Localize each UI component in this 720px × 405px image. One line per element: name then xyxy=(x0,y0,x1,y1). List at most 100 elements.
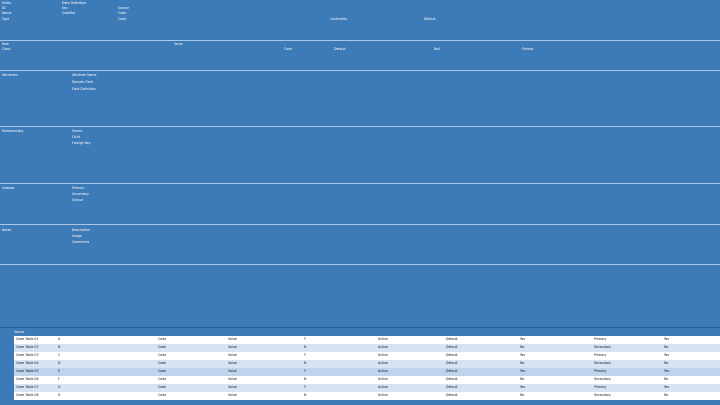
header-entity-label: Entity xyxy=(2,1,12,5)
header-class-label: Class xyxy=(2,47,11,51)
table-row: Code Table 04 D Code Value N Active Defa… xyxy=(14,360,720,368)
cell: H xyxy=(58,393,61,397)
cell: A xyxy=(58,337,61,341)
section-indexes-line-3: Unique xyxy=(72,198,84,202)
header-class-format: Format xyxy=(522,47,534,51)
cell: Value xyxy=(228,377,237,381)
cell: Default xyxy=(446,345,458,349)
cell: Value xyxy=(228,345,237,349)
cell: Default xyxy=(446,393,458,397)
cell: Active xyxy=(378,385,388,389)
cell: Yes xyxy=(520,337,526,341)
header-role-label: Role xyxy=(2,42,9,46)
cell: N xyxy=(304,361,307,365)
table-row: Code Table 08 H Code Value N Active Defa… xyxy=(14,392,720,400)
header-class-code: Code xyxy=(284,47,293,51)
cell: No xyxy=(520,377,525,381)
cell: Code xyxy=(158,369,167,373)
section-notes-label: Notes xyxy=(2,228,12,232)
table-row: Code Table 07 G Code Value Y Active Defa… xyxy=(14,384,720,392)
cell: D xyxy=(58,361,61,365)
cell: No xyxy=(520,393,525,397)
cell: Active xyxy=(378,369,388,373)
cell: B xyxy=(58,345,61,349)
cell: Primary xyxy=(594,369,607,373)
cell: Default xyxy=(446,369,458,373)
section-indexes-line-2: Secondary xyxy=(72,192,89,196)
cell: Code Table 02 xyxy=(16,345,39,349)
cell: Secondary xyxy=(594,377,611,381)
cell: Yes xyxy=(520,353,526,357)
cell: Active xyxy=(378,337,388,341)
cell: N xyxy=(304,393,307,397)
header-type-label: Type xyxy=(2,17,10,21)
cell: Code xyxy=(158,377,167,381)
divider xyxy=(0,70,720,71)
cell: Value xyxy=(228,353,237,357)
cell: Code xyxy=(158,353,167,357)
cell: Code Table 06 xyxy=(16,377,39,381)
cell: Code xyxy=(158,361,167,365)
values-table-header: Values xyxy=(14,330,25,334)
cell: Secondary xyxy=(594,345,611,349)
divider xyxy=(0,40,720,41)
cell: Value xyxy=(228,385,237,389)
cell: Default xyxy=(446,385,458,389)
section-relationships-line-2: Child xyxy=(72,135,81,139)
section-attributes-line-2: Domain Field xyxy=(72,80,93,84)
divider xyxy=(0,264,720,265)
table-row: Code Table 01 A Code Value Y Active Defa… xyxy=(14,336,720,344)
cell: Code Table 08 xyxy=(16,393,39,397)
section-indexes-label: Indexes xyxy=(2,186,15,190)
table-top-border xyxy=(0,327,720,328)
cell: Yes xyxy=(520,369,526,373)
section-notes-line-1: Description xyxy=(72,228,91,232)
cell: Default xyxy=(446,353,458,357)
cell: Default xyxy=(446,337,458,341)
cell: Primary xyxy=(594,353,607,357)
section-attributes-line-3: Field Definition xyxy=(72,87,96,91)
table-row: Code Table 05 E Code Value Y Active Defa… xyxy=(14,368,720,376)
cell: Active xyxy=(378,345,388,349)
cell: Active xyxy=(378,353,388,357)
section-relationships-label: Relationships xyxy=(2,129,24,133)
cell: Code Table 01 xyxy=(16,337,39,341)
cell: Active xyxy=(378,377,388,381)
cell: Value xyxy=(228,361,237,365)
cell: N xyxy=(304,345,307,349)
header-key-label: Key xyxy=(62,6,68,10)
cell: No xyxy=(664,361,669,365)
cell: Active xyxy=(378,393,388,397)
cell: Primary xyxy=(594,385,607,389)
cell: No xyxy=(664,345,669,349)
header-type-code: Code xyxy=(118,17,127,21)
cell: No xyxy=(664,393,669,397)
cell: N xyxy=(304,377,307,381)
cell: Code Table 04 xyxy=(16,361,39,365)
cell: Yes xyxy=(664,369,670,373)
cell: No xyxy=(520,361,525,365)
section-attributes-label: Attributes xyxy=(2,73,18,77)
cell: Y xyxy=(304,337,306,341)
divider xyxy=(0,126,720,127)
header-source-label: Source xyxy=(118,6,129,10)
header-qualifier-label: Qualifier xyxy=(62,11,76,15)
cell: Secondary xyxy=(594,361,611,365)
cell: Primary xyxy=(594,337,607,341)
cell: Default xyxy=(446,377,458,381)
cell: No xyxy=(664,377,669,381)
cell: E xyxy=(58,369,61,373)
header-default: Default xyxy=(424,17,436,21)
divider xyxy=(0,183,720,184)
header-class-null: Null xyxy=(434,47,441,51)
header-class-default: Default xyxy=(334,47,346,51)
header-value-label: Value xyxy=(174,42,183,46)
cell: F xyxy=(58,377,60,381)
header-id-label: ID xyxy=(2,6,6,10)
table-row: Code Table 03 C Code Value Y Active Defa… xyxy=(14,352,720,360)
table-row: Code Table 06 F Code Value N Active Defa… xyxy=(14,376,720,384)
cell: Code xyxy=(158,393,167,397)
section-relationships-line-3: Foreign Key xyxy=(72,141,91,145)
cell: Value xyxy=(228,337,237,341)
cell: Code xyxy=(158,337,167,341)
